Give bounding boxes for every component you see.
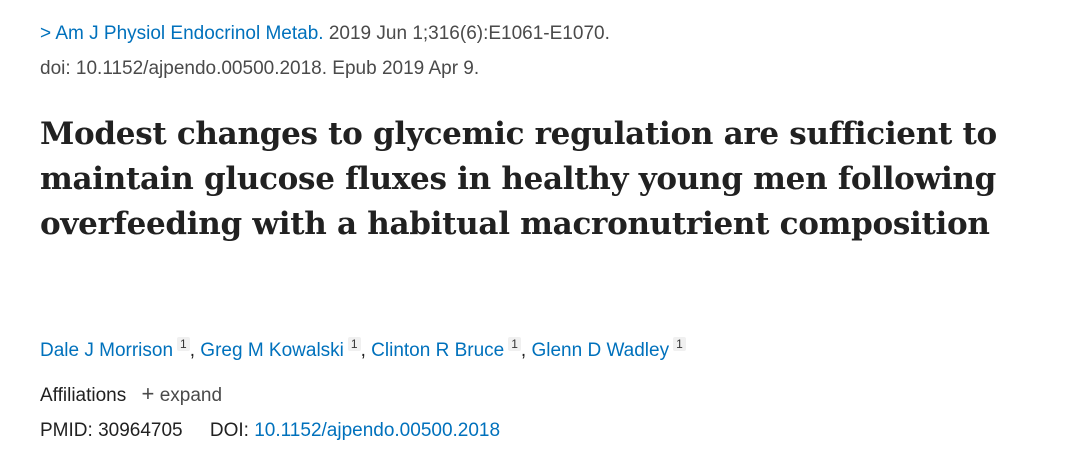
doi-link[interactable]: 10.1152/ajpendo.00500.2018 [254, 420, 501, 441]
journal-link[interactable]: > Am J Physiol Endocrinol Metab. [40, 23, 324, 44]
author-link[interactable]: Dale J Morrison [40, 340, 174, 361]
chevron-right-icon: > [40, 23, 52, 44]
affiliation-ref[interactable]: 1 [673, 337, 686, 351]
doi-label: DOI: [209, 420, 249, 441]
pmid-value: 30964705 [98, 420, 183, 441]
citation-details: 2019 Jun 1;316(6):E1061-E1070. [328, 23, 610, 44]
citation-line: > Am J Physiol Endocrinol Metab. 2019 Ju… [40, 20, 610, 48]
plus-icon: + [141, 381, 155, 406]
author-link[interactable]: Glenn D Wadley [531, 340, 670, 361]
affiliation-ref[interactable]: 1 [347, 337, 361, 351]
expand-label: expand [159, 385, 223, 406]
author-link[interactable]: Clinton R Bruce [371, 340, 505, 361]
affiliation-ref[interactable]: 1 [508, 337, 521, 351]
pmid-label: PMID: [40, 420, 93, 441]
affiliations-expand-button[interactable]: + expand [142, 381, 223, 406]
article-title: Modest changes to glycemic regulation ar… [40, 116, 997, 242]
citation-doi-line: doi: 10.1152/ajpendo.00500.2018. Epub 20… [40, 58, 480, 79]
author-link[interactable]: Greg M Kowalski [200, 340, 344, 361]
authors-list: Dale J Morrison 1, Greg M Kowalski 1, Clin… [40, 330, 686, 365]
identifiers-row: PMID: 30964705 DOI: 10.1152/ajpendo.0050… [40, 417, 500, 445]
journal-name: Am J Physiol Endocrinol Metab. [55, 23, 324, 44]
affiliation-ref[interactable]: 1 [177, 337, 190, 351]
affiliations-label: Affiliations [40, 385, 127, 406]
affiliations-row: Affiliations + expand [40, 380, 222, 410]
